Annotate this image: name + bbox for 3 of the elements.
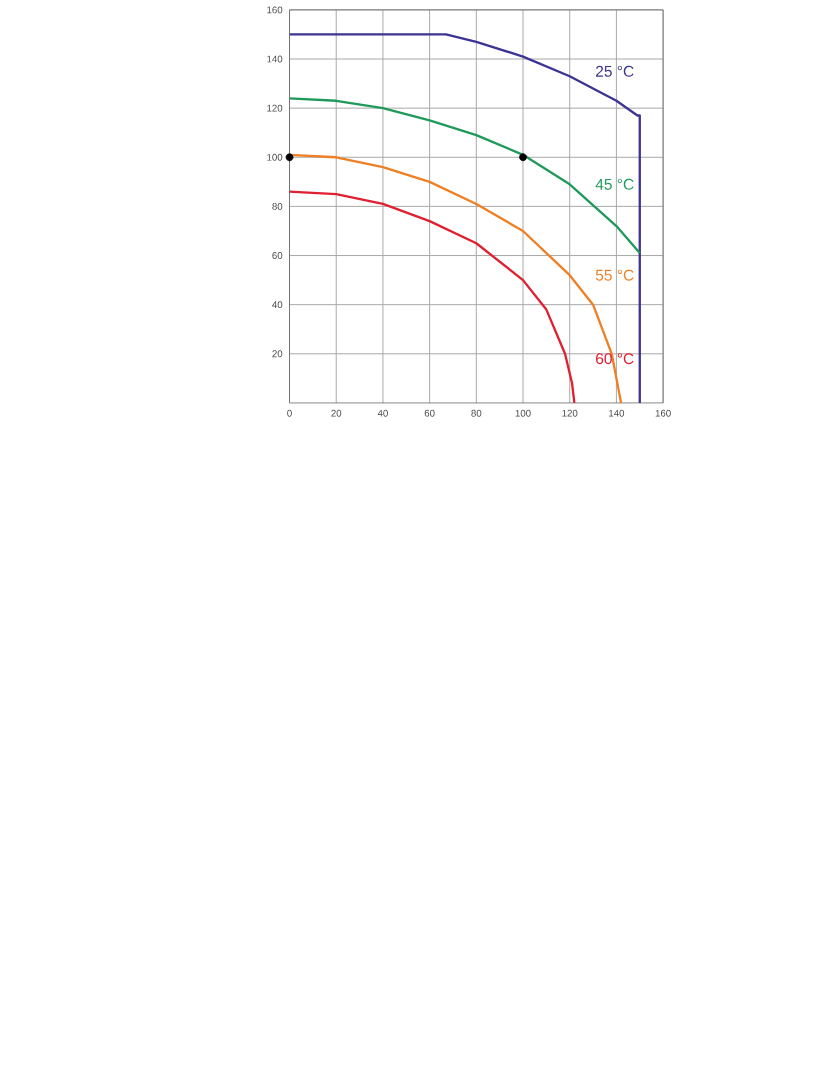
line-series (289, 33, 641, 403)
line-series (289, 97, 641, 255)
line-series (289, 190, 576, 403)
